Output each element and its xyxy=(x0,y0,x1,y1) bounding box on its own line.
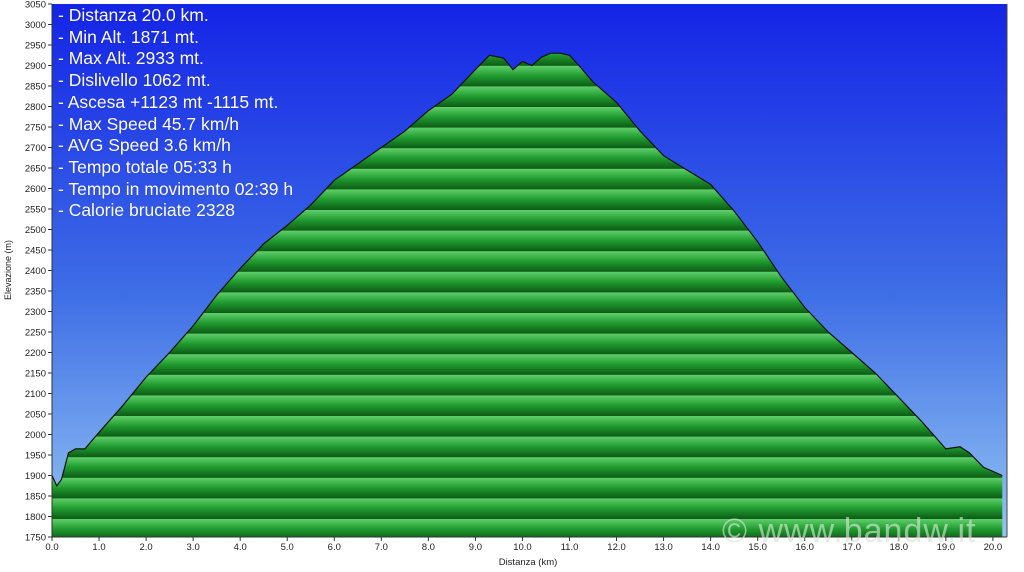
y-tick-label: 2750 xyxy=(25,123,46,134)
x-tick-label: 12.0 xyxy=(607,542,626,553)
elevation-line xyxy=(52,52,1003,487)
y-tick-label: 2150 xyxy=(25,369,46,380)
stat-max-alt: - Max Alt. 2933 mt. xyxy=(58,48,204,69)
y-tick-label: 2400 xyxy=(25,266,46,277)
y-tick-label: 1950 xyxy=(25,451,46,462)
y-tick-label: 2050 xyxy=(25,410,46,421)
y-tick-label: 1900 xyxy=(25,471,46,482)
stat-elevation-gain: - Dislivello 1062 mt. xyxy=(58,70,211,91)
x-tick-label: 4.0 xyxy=(234,542,247,553)
stats-list: - Distanza 20.0 km. - Min Alt. 1871 mt. … xyxy=(58,5,293,222)
stat-distance: - Distanza 20.0 km. xyxy=(58,5,209,25)
stat-avg-speed: - AVG Speed 3.6 km/h xyxy=(58,135,231,156)
y-tick-label: 2650 xyxy=(25,164,46,175)
x-tick-label: 10.0 xyxy=(513,542,532,553)
x-tick-label: 13.0 xyxy=(654,542,673,553)
x-tick-label: 16.0 xyxy=(795,542,814,553)
x-axis-ticks: 0.0 1.0 2.0 3.0 4.0 5.0 6.0 7.0 8.0 9.0 10.0 11.0 12… xyxy=(45,537,1002,553)
stat-ascent: - Ascesa +1123 mt -1115 mt. xyxy=(58,91,279,112)
x-tick-label: 15.0 xyxy=(748,542,767,553)
x-tick-label: 8.0 xyxy=(422,542,435,553)
y-tick-label: 2950 xyxy=(25,41,46,52)
y-tick-label: 2200 xyxy=(25,348,46,359)
stat-total-time: - Tempo totale 05:33 h xyxy=(58,156,232,177)
x-tick-label: 3.0 xyxy=(187,542,200,553)
y-tick-label: 2550 xyxy=(25,205,46,216)
y-tick-label: 2300 xyxy=(25,307,46,318)
x-tick-label: 7.0 xyxy=(375,542,388,553)
x-axis-label: Distanza (km) xyxy=(499,557,558,568)
y-tick-label: 2450 xyxy=(25,246,46,257)
x-tick-label: 11.0 xyxy=(561,542,579,553)
x-tick-label: 19.0 xyxy=(937,542,956,553)
x-tick-label: 6.0 xyxy=(328,542,341,553)
y-tick-label: 3000 xyxy=(25,20,46,31)
x-tick-label: 18.0 xyxy=(890,542,909,553)
stat-max-speed: - Max Speed 45.7 km/h xyxy=(58,113,239,134)
y-tick-label: 1850 xyxy=(25,492,46,503)
watermark: © www.bandw.it xyxy=(722,512,977,550)
x-tick-label: 9.0 xyxy=(469,542,482,553)
x-tick-label: 0.0 xyxy=(45,542,58,553)
y-tick-label: 2350 xyxy=(25,287,46,298)
x-tick-label: 20.0 xyxy=(984,542,1003,553)
y-tick-label: 2500 xyxy=(25,225,46,236)
y-tick-label: 2250 xyxy=(25,328,46,339)
x-tick-label: 2.0 xyxy=(139,542,152,553)
x-tick-label: 14.0 xyxy=(701,542,720,553)
x-tick-label: 5.0 xyxy=(281,542,294,553)
y-axis-label: Elevazione (m) xyxy=(3,240,13,300)
y-tick-label: 2600 xyxy=(25,184,46,195)
y-tick-label: 2850 xyxy=(25,82,46,93)
y-tick-label: 2900 xyxy=(25,61,46,72)
stat-calories: - Calorie bruciate 2328 xyxy=(58,200,236,221)
y-axis-ticks: 1750 1800 1850 1900 1950 2000 2050 2100 2150 2200… xyxy=(25,0,52,544)
y-tick-label: 1750 xyxy=(25,533,46,544)
y-tick-label: 1800 xyxy=(25,512,46,523)
elevation-area xyxy=(52,53,1003,537)
y-tick-label: 2000 xyxy=(25,430,46,441)
x-tick-label: 17.0 xyxy=(843,542,862,553)
y-tick-label: 3050 xyxy=(25,0,46,11)
x-tick-label: 1.0 xyxy=(92,542,105,553)
y-tick-label: 2800 xyxy=(25,102,46,113)
stat-min-alt: - Min Alt. 1871 mt. xyxy=(58,26,200,47)
y-tick-label: 2700 xyxy=(25,143,46,154)
y-tick-label: 2100 xyxy=(25,389,46,400)
stat-moving-time: - Tempo in movimento 02:39 h xyxy=(58,178,294,199)
